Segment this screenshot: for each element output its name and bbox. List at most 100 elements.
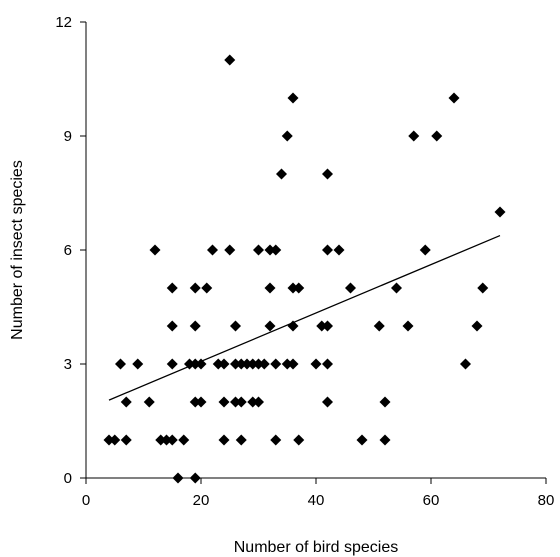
data-point	[310, 358, 322, 370]
data-point	[356, 434, 368, 446]
y-tick-label: 0	[64, 470, 72, 487]
data-point	[189, 396, 201, 408]
trendline	[108, 234, 501, 401]
x-tick-label: 80	[538, 492, 555, 509]
y-axis-title: Number of insect species	[9, 160, 26, 340]
data-point	[471, 320, 483, 332]
y-tick-label: 3	[64, 356, 72, 373]
data-point	[316, 320, 328, 332]
data-point	[419, 244, 431, 256]
data-point	[166, 434, 178, 446]
data-point	[373, 320, 385, 332]
data-point	[322, 244, 333, 256]
data-point	[322, 168, 333, 180]
data-point	[178, 434, 190, 446]
data-point	[230, 358, 241, 370]
data-point	[431, 130, 443, 142]
data-point	[247, 358, 259, 370]
data-point	[218, 358, 230, 370]
y-tick-label: 9	[64, 128, 72, 145]
data-point	[212, 358, 224, 370]
data-point	[322, 396, 333, 408]
x-tick-label: 0	[82, 492, 90, 509]
data-point	[201, 282, 213, 294]
data-point	[155, 434, 167, 446]
data-point	[166, 358, 178, 370]
data-point	[293, 434, 305, 446]
data-point	[230, 396, 241, 408]
data-point	[189, 358, 201, 370]
data-point	[448, 92, 460, 104]
data-point	[264, 282, 276, 294]
data-point	[218, 396, 230, 408]
data-point	[293, 282, 305, 294]
data-point	[230, 320, 241, 332]
data-point	[287, 92, 299, 104]
data-point	[195, 396, 207, 408]
data-point	[247, 396, 259, 408]
data-point	[281, 358, 293, 370]
data-point	[189, 282, 201, 294]
data-point	[207, 244, 218, 256]
y-ticks: 0 3 6 9 12	[55, 14, 86, 487]
data-point	[189, 472, 201, 484]
y-tick-label: 12	[55, 14, 72, 31]
data-point	[253, 396, 264, 408]
data-point	[132, 358, 144, 370]
data-point	[253, 244, 264, 256]
data-point	[161, 434, 172, 446]
data-point	[166, 282, 178, 294]
data-point	[391, 282, 402, 294]
data-point	[172, 472, 184, 484]
data-point	[264, 244, 276, 256]
x-ticks: 0 20 40 60 80	[82, 478, 555, 509]
data-point	[281, 130, 293, 142]
data-point	[195, 358, 207, 370]
data-point	[270, 434, 282, 446]
data-point	[120, 396, 132, 408]
data-point	[460, 358, 471, 370]
data-point	[103, 434, 115, 446]
data-point	[333, 244, 345, 256]
data-point	[235, 434, 247, 446]
data-point	[322, 358, 333, 370]
data-point	[276, 168, 287, 180]
data-point	[235, 358, 247, 370]
data-point	[224, 54, 236, 66]
data-point	[379, 396, 391, 408]
x-tick-label: 40	[308, 492, 325, 509]
data-point	[287, 282, 299, 294]
data-point	[494, 206, 506, 218]
data-point	[408, 130, 420, 142]
data-point	[149, 244, 161, 256]
data-points	[103, 54, 506, 484]
data-point	[166, 320, 178, 332]
x-tick-label: 60	[423, 492, 440, 509]
data-point	[143, 396, 155, 408]
data-point	[253, 358, 264, 370]
data-point	[235, 396, 247, 408]
data-point	[218, 434, 230, 446]
data-point	[109, 434, 121, 446]
data-point	[184, 358, 195, 370]
data-point	[189, 320, 201, 332]
data-point	[477, 282, 489, 294]
data-point	[120, 434, 132, 446]
data-point	[287, 358, 299, 370]
data-point	[402, 320, 414, 332]
x-axis-title: Number of bird species	[234, 539, 399, 556]
data-point	[287, 320, 299, 332]
data-point	[241, 358, 253, 370]
data-point	[379, 434, 391, 446]
data-point	[270, 244, 282, 256]
data-point	[264, 320, 276, 332]
data-point	[224, 244, 236, 256]
data-point	[322, 320, 333, 332]
data-point	[345, 282, 356, 294]
data-point	[258, 358, 270, 370]
data-point	[115, 358, 126, 370]
y-tick-label: 6	[64, 242, 72, 259]
x-tick-label: 20	[193, 492, 210, 509]
